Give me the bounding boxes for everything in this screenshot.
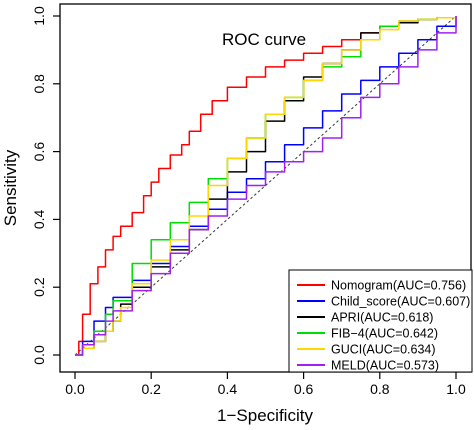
legend-items: Nomogram(AUC=0.756) Child_score(AUC=0.607…: [297, 279, 470, 373]
legend: Nomogram(AUC=0.756) Child_score(AUC=0.607…: [288, 269, 473, 373]
legend-label: Nomogram(AUC=0.756): [331, 279, 466, 293]
x-tick-label: 0.6: [294, 381, 314, 397]
roc-line-guci: [75, 16, 457, 356]
y-tick-label: 0.8: [31, 74, 47, 94]
x-tick-label: 0.2: [141, 381, 161, 397]
legend-label: FIB−4(AUC=0.642): [331, 327, 438, 341]
legend-box: [288, 269, 473, 373]
x-tick-label: 1.0: [446, 381, 466, 397]
roc-line-meld: [75, 16, 457, 356]
legend-label: GUCI(AUC=0.634): [331, 343, 436, 357]
y-tick-label: 0.6: [31, 142, 47, 162]
legend-label: APRI(AUC=0.618): [331, 311, 433, 325]
x-axis-title: 1−Specificity: [217, 406, 313, 425]
legend-label: MELD(AUC=0.573): [331, 359, 439, 373]
y-tick-label: 0.2: [31, 277, 47, 297]
chart-title: ROC curve: [222, 30, 306, 49]
x-tick-label: 0.4: [218, 381, 238, 397]
plot-frame: [59, 3, 472, 373]
x-axis: 0.0 0.2 0.4 0.6 0.8 1.0: [65, 372, 466, 397]
x-tick-label: 0.8: [370, 381, 390, 397]
y-axis: 0.0 0.2 0.4 0.6 0.8 1.0: [31, 6, 60, 365]
legend-label: Child_score(AUC=0.607): [331, 295, 470, 309]
roc-series-group: [75, 16, 457, 356]
y-tick-label: 0.4: [31, 209, 47, 229]
x-tick-label: 0.0: [65, 381, 85, 397]
y-tick-label: 0.0: [31, 345, 47, 365]
y-axis-title: Sensitivity: [1, 149, 20, 226]
y-tick-label: 1.0: [31, 6, 47, 26]
